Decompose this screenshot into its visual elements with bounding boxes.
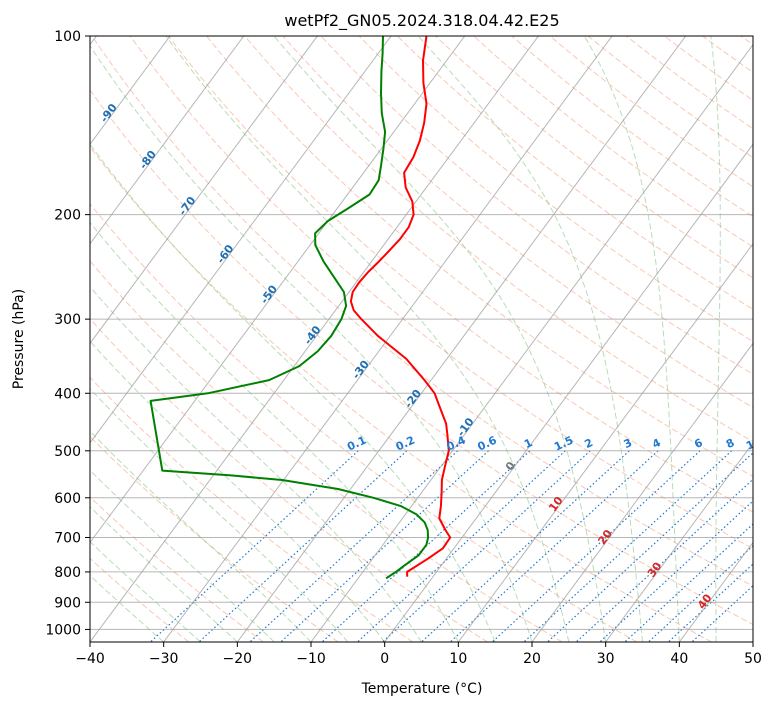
isotherm-line: [90, 36, 539, 642]
moist-adiabat-line: [90, 44, 533, 642]
y-axis: 100 200 300 400 500 600 700 800 900 1000: [45, 29, 90, 638]
mixing-ratio-line: [491, 450, 701, 642]
isotherm-line: [531, 342, 753, 642]
moist-adiabat-line: [90, 541, 201, 642]
mixing-ratio-line: [523, 450, 733, 642]
x-tick-label: 20: [523, 651, 541, 667]
dry-adiabat-line: [90, 203, 638, 642]
x-axis: −40 −30 −20 −10 0 10 20 30 40 50: [75, 642, 762, 667]
mixing-ratio-line: [249, 450, 459, 642]
dry-adiabat-line: [473, 36, 753, 248]
x-axis-label: Temperature (°C): [361, 681, 483, 697]
mixing-ratio-line: [280, 450, 490, 642]
moist-adiabat-line: [583, 36, 680, 642]
y-tick-label: 300: [54, 312, 81, 328]
y-tick-label: 400: [54, 386, 81, 402]
x-tick-label: −20: [223, 651, 253, 667]
y-tick-label: 600: [54, 491, 81, 507]
isotherm-line: [236, 36, 687, 642]
mixing-ratio-line: [150, 450, 359, 642]
x-tick-label: 40: [670, 651, 688, 667]
mixing-ratio-line: [624, 523, 753, 642]
dry-adiabat-line: [90, 146, 712, 642]
moist-adiabats: [90, 36, 721, 642]
dry-adiabat-line: [90, 89, 753, 626]
plot-frame: [89, 35, 754, 643]
moist-adiabat-line: [90, 469, 275, 642]
y-tick-label: 500: [54, 444, 81, 460]
dry-adiabat-line: [282, 36, 753, 409]
moist-adiabat-line: [417, 36, 643, 642]
isotherm-line: [457, 242, 753, 642]
isotherm-line: [384, 143, 753, 642]
isotherm-line: [90, 36, 318, 345]
mixing-ratio-line: [599, 500, 753, 642]
moist-adiabat-line: [165, 36, 570, 642]
mixing-ratio-line: [575, 478, 753, 642]
mixing-ratio-line: [449, 450, 659, 642]
y-tick-label: 100: [54, 29, 81, 45]
isotherm-line: [163, 36, 613, 642]
profiles: [149, 36, 452, 580]
dry-adiabat-line: [129, 36, 753, 550]
x-tick-label: 30: [597, 651, 615, 667]
moist-adiabat-line: [90, 340, 386, 642]
isotherm-line: [605, 442, 753, 642]
mixing-ratio-line: [547, 452, 753, 642]
dry-adiabat-line: [511, 36, 753, 218]
isotherms: [90, 36, 753, 642]
plot-area: 0.10.20.40.611.52346810131620253036-100-…: [90, 36, 764, 642]
x-tick-label: 0: [380, 651, 389, 667]
mixing-ratio-label: 10: [744, 434, 764, 452]
x-tick-label: −40: [75, 651, 105, 667]
dry-adiabat-line: [358, 36, 753, 342]
isotherm-line: [90, 36, 392, 444]
temperature-profile-line: [349, 36, 452, 577]
moist-adiabat-line: [273, 36, 607, 642]
dry-adiabat-line: [90, 318, 488, 642]
y-tick-label: 800: [54, 565, 81, 581]
dry-adiabat-line: [396, 36, 753, 310]
y-tick-label: 900: [54, 595, 81, 611]
moist-adiabat-line: [90, 574, 165, 642]
y-axis-label: Pressure (hPa): [11, 289, 27, 389]
isotherm-line: [90, 36, 171, 146]
y-tick-label: 1000: [45, 622, 81, 638]
x-tick-label: −10: [296, 651, 326, 667]
mixing-ratio-line: [382, 450, 591, 642]
chart-title: wetPf2_GN05.2024.318.04.42.E25: [284, 11, 559, 31]
isotherm-line: [310, 43, 753, 642]
moist-adiabat-line: [90, 143, 496, 642]
moist-adiabat-line: [90, 221, 459, 642]
dry-adiabat-line: [90, 376, 414, 642]
dry-adiabat-line: [320, 36, 753, 375]
dewpoint-profile-line: [149, 36, 430, 580]
x-tick-label: −30: [149, 651, 179, 667]
mixing-ratio-line: [421, 450, 630, 642]
isotherm-line: [90, 36, 466, 544]
x-tick-label: 10: [449, 651, 467, 667]
y-tick-label: 700: [54, 531, 81, 547]
dry-adiabat-line: [435, 36, 753, 279]
isotherm-line: [90, 36, 245, 245]
moist-adiabat-line: [90, 388, 349, 642]
mixing-ratio-line: [357, 450, 566, 642]
mixing-ratio-line: [647, 544, 753, 642]
y-tick-label: 200: [54, 208, 81, 224]
mixing-ratio-line: [198, 450, 408, 642]
x-tick-label: 50: [744, 651, 762, 667]
